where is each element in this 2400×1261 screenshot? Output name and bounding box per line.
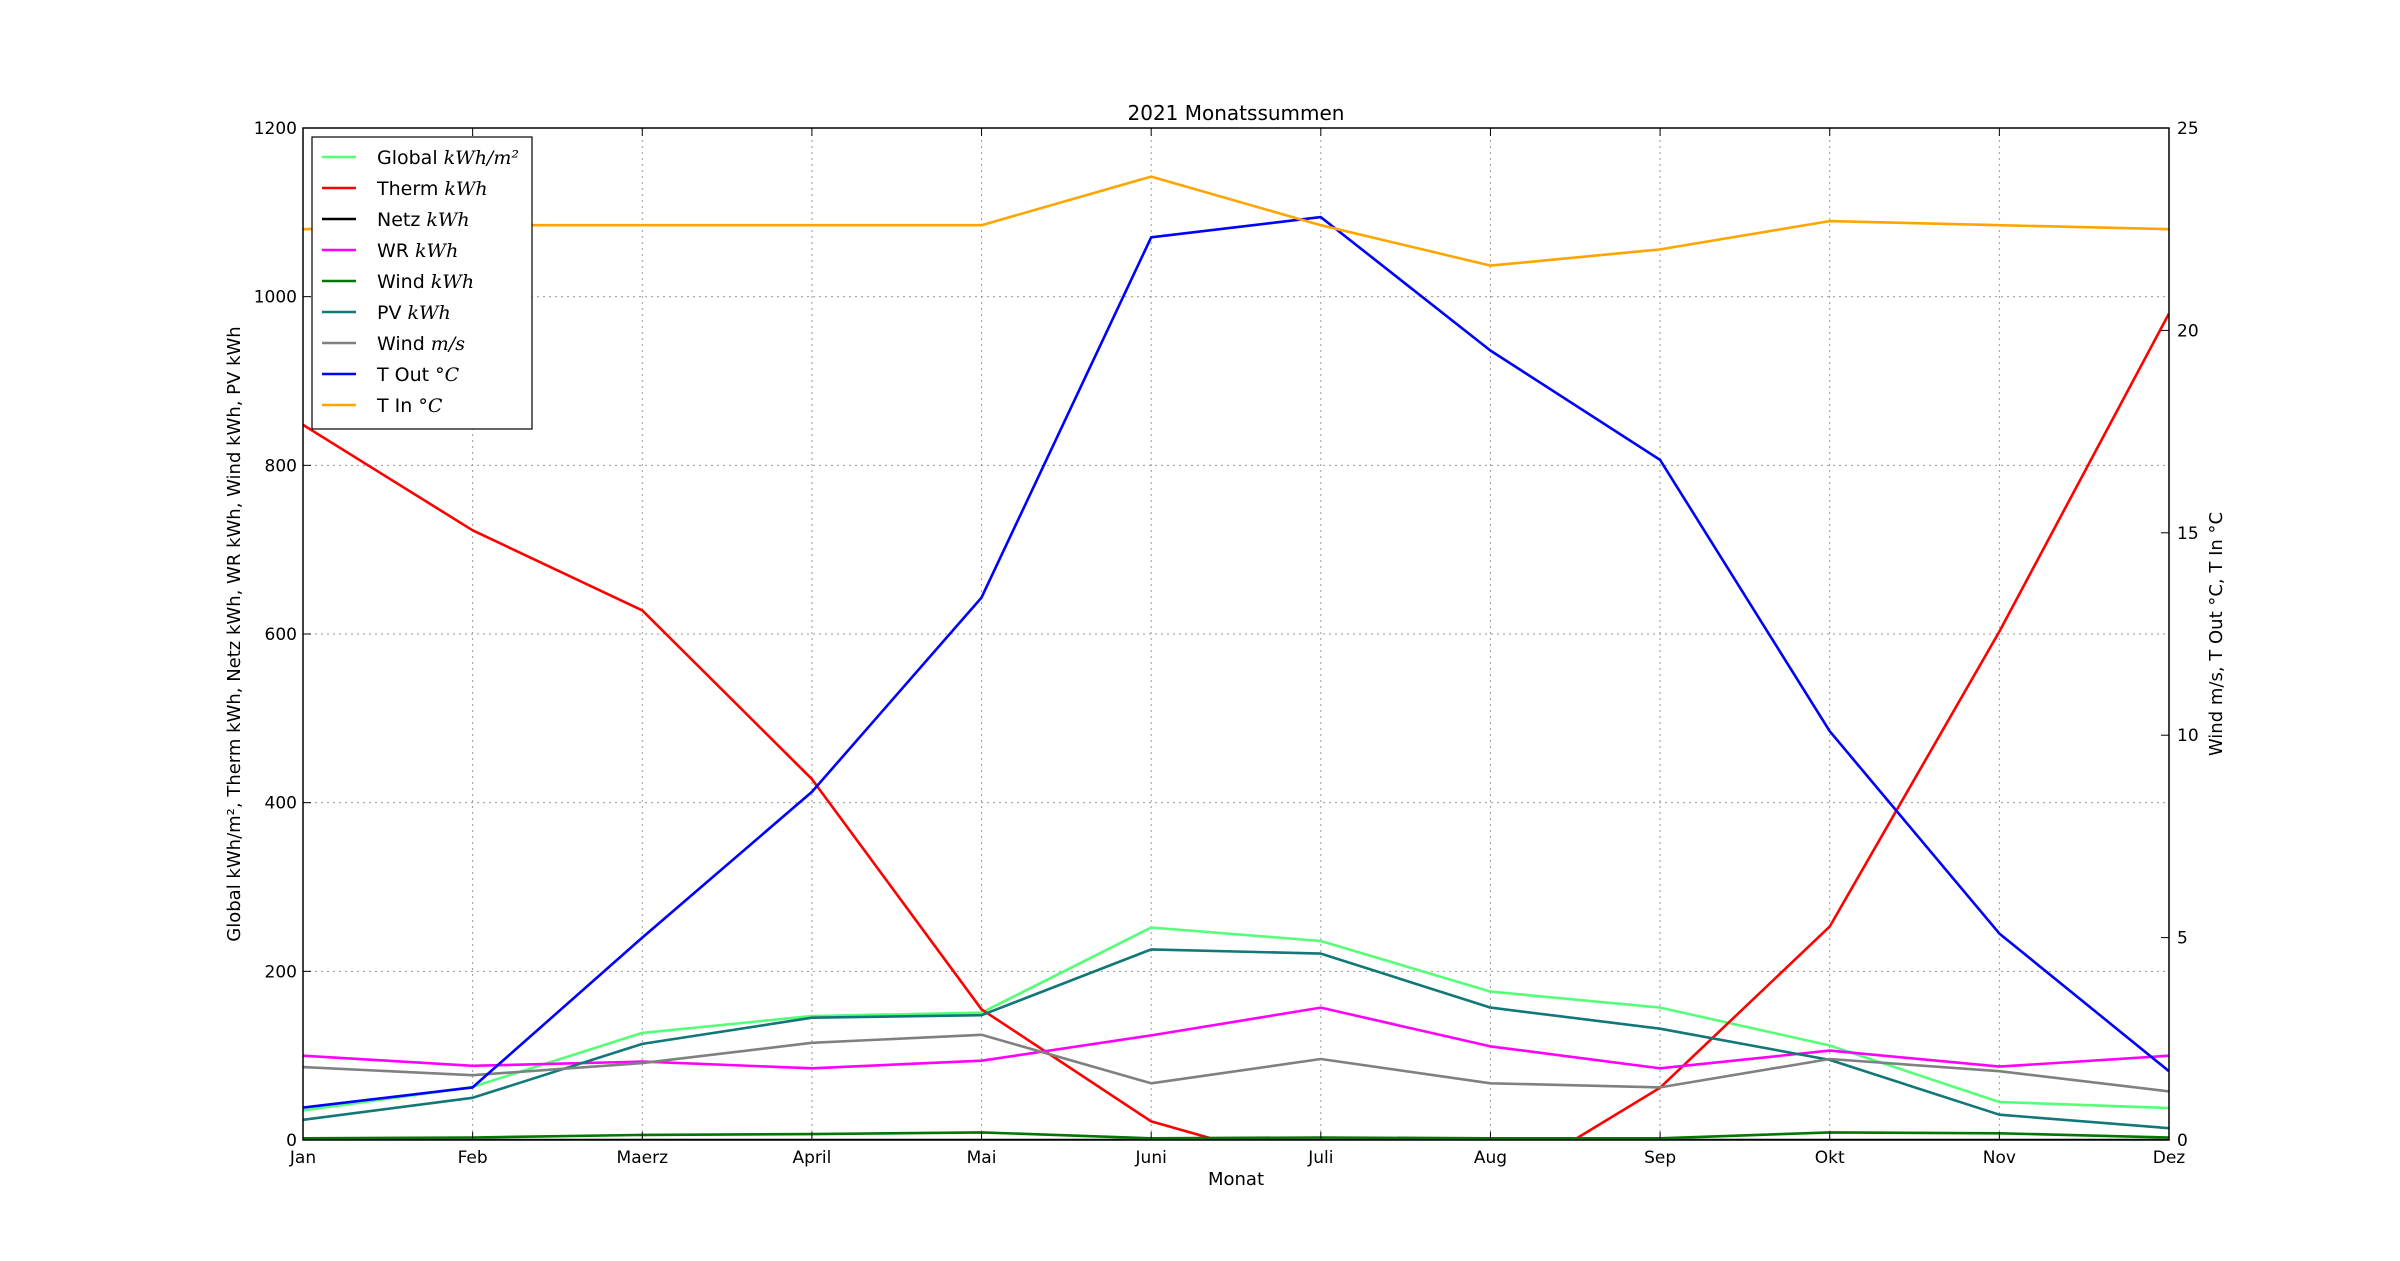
legend-entry-name: Wind (377, 271, 431, 293)
x-tick-label: Maerz (617, 1148, 669, 1168)
y-left-tick-label: 800 (265, 456, 297, 476)
legend-entry: Wind m/s (377, 333, 465, 355)
y-right-tick-label: 20 (2177, 321, 2199, 341)
legend-entry-unit: kWh (415, 240, 458, 262)
x-tick-label: Sep (1644, 1148, 1676, 1168)
y-left-tick-label: 0 (286, 1131, 297, 1151)
series-line-wind-kwh (303, 1131, 2169, 1140)
legend-entry: T In °C (376, 395, 443, 417)
y-left-tick-label: 600 (265, 625, 297, 645)
legend-entry-name: PV (377, 302, 408, 324)
y-left-tick-label: 1000 (254, 288, 297, 308)
legend-entry-unit: m/s (431, 333, 465, 355)
x-tick-label: Mai (967, 1148, 997, 1168)
series-line-global-kwh-m (303, 926, 2169, 1112)
x-axis-title: Monat (1208, 1169, 1264, 1190)
y-right-tick-label: 0 (2177, 1131, 2188, 1151)
series-line-wr-kwh (303, 1006, 2169, 1070)
legend-entry: Global kWh/m² (377, 147, 519, 169)
series-layer (303, 175, 2169, 1140)
legend-entry-unit: kWh (444, 178, 487, 200)
legend-entry: Wind kWh (377, 271, 474, 293)
x-tick-label: Feb (458, 1148, 488, 1168)
series-line-wind-m-s (303, 1033, 2169, 1093)
legend-entry: WR kWh (377, 240, 458, 262)
y-right-tick-label: 5 (2177, 929, 2188, 949)
series-line-t-in-c (303, 175, 2169, 267)
series-line-therm-kwh (303, 312, 2169, 1140)
legend-entry-unit: °C (418, 395, 443, 417)
x-tick-label: Nov (1983, 1148, 2016, 1168)
series-line-pv-kwh (303, 948, 2169, 1130)
y-axis-left-title: Global kWh/m², Therm kWh, Netz kWh, WR k… (224, 326, 245, 941)
legend-entry-name: T Out (376, 364, 435, 386)
legend-entry-name: Wind (377, 333, 431, 355)
legend-entry: PV kWh (377, 302, 451, 324)
legend-entry: Netz kWh (377, 209, 470, 231)
legend-entry: T Out °C (376, 364, 460, 386)
y-left-tick-label: 1200 (254, 119, 297, 139)
y-right-tick-label: 10 (2177, 726, 2199, 746)
series-line-t-out-c (303, 215, 2169, 1109)
legend-entry-name: Netz (377, 209, 426, 231)
legend-box (311, 136, 533, 430)
x-tick-label: Jan (289, 1148, 316, 1168)
legend-entry-name: Global (377, 147, 444, 169)
legend-entry-unit: °C (435, 364, 460, 386)
chart-title: 2021 Monatssummen (1128, 101, 1345, 125)
legend-entry-name: WR (377, 240, 415, 262)
axis-ticks: Jan Feb Maerz April Mai Juni Juli Aug Sep Okt Nov D… (254, 119, 2199, 1168)
legend-entry-unit: kWh/m² (444, 147, 519, 169)
legend-entry-name: Therm (376, 178, 444, 200)
y-left-tick-label: 400 (265, 794, 297, 814)
grid-lines (303, 128, 2169, 1140)
x-tick-label: April (792, 1148, 831, 1168)
legend-entry-unit: kWh (426, 209, 469, 231)
legend-entry-name: T In (376, 395, 418, 417)
x-tick-label: Okt (1815, 1148, 1845, 1168)
legend-entry-unit: kWh (408, 302, 451, 324)
x-tick-label: Aug (1474, 1148, 1507, 1168)
legend-entry-unit: kWh (431, 271, 474, 293)
legend-entry: Therm kWh (376, 178, 488, 200)
x-tick-label: Dez (2153, 1148, 2186, 1168)
y-right-tick-label: 15 (2177, 524, 2199, 544)
y-right-tick-label: 25 (2177, 119, 2199, 139)
x-tick-label: Juni (1135, 1148, 1167, 1168)
y-left-tick-label: 200 (265, 962, 297, 982)
x-tick-label: Juli (1307, 1148, 1333, 1168)
y-axis-right-title: Wind m/s, T Out °C, T In °C (2206, 512, 2227, 756)
